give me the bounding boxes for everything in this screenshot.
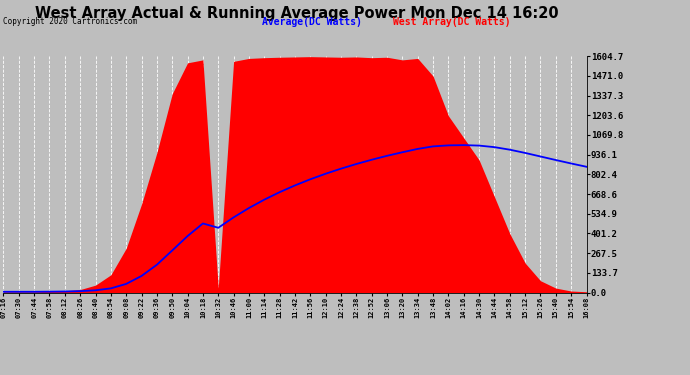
- Text: West Array(DC Watts): West Array(DC Watts): [393, 17, 511, 27]
- Text: Average(DC Watts): Average(DC Watts): [262, 17, 362, 27]
- Text: West Array Actual & Running Average Power Mon Dec 14 16:20: West Array Actual & Running Average Powe…: [35, 6, 558, 21]
- Text: Copyright 2020 Cartronics.com: Copyright 2020 Cartronics.com: [3, 17, 137, 26]
